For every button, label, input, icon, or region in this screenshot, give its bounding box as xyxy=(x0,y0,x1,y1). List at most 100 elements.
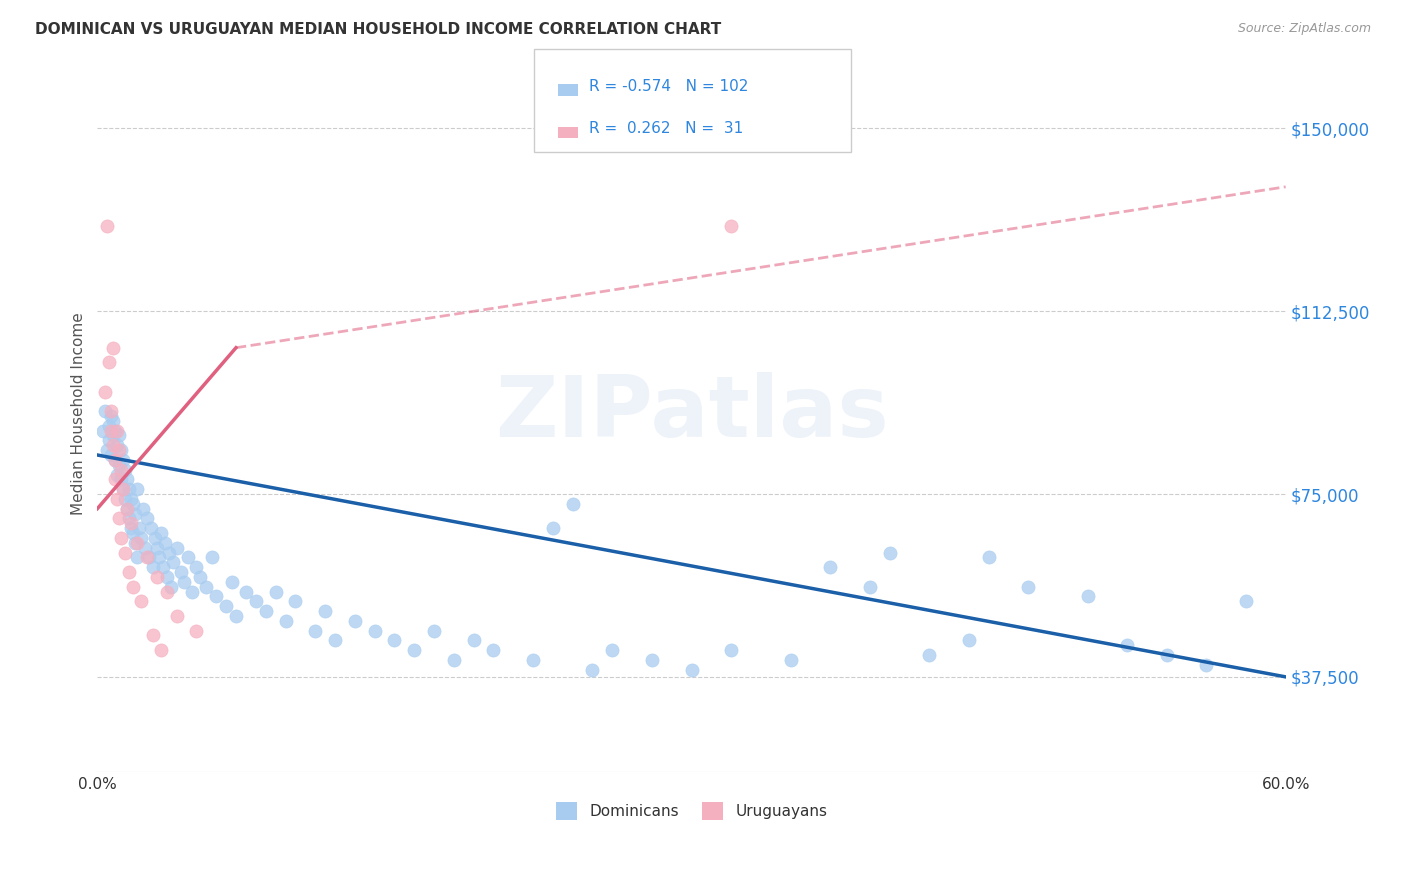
Point xyxy=(149,643,172,657)
Point xyxy=(110,531,132,545)
Point xyxy=(142,628,165,642)
Point xyxy=(112,453,135,467)
Legend: Dominicans, Uruguayans: Dominicans, Uruguayans xyxy=(550,796,834,826)
Point xyxy=(188,570,211,584)
Point xyxy=(104,453,127,467)
Point xyxy=(115,501,138,516)
Point xyxy=(169,565,191,579)
Point xyxy=(105,438,128,452)
Point xyxy=(186,560,208,574)
Point xyxy=(112,482,135,496)
Point xyxy=(149,526,172,541)
Point xyxy=(720,219,742,233)
Point xyxy=(720,643,742,657)
Point xyxy=(443,653,465,667)
Point xyxy=(105,467,128,482)
Point xyxy=(162,555,184,569)
Point xyxy=(205,590,228,604)
Point xyxy=(343,614,366,628)
Point xyxy=(541,521,564,535)
Point xyxy=(423,624,446,638)
Point xyxy=(1077,590,1099,604)
Point xyxy=(138,550,160,565)
Point xyxy=(600,643,623,657)
Point xyxy=(124,535,146,549)
Point xyxy=(98,434,121,448)
Point xyxy=(129,531,152,545)
Point xyxy=(681,663,703,677)
Point xyxy=(110,472,132,486)
Point xyxy=(977,550,1000,565)
Point xyxy=(120,491,142,506)
Point xyxy=(105,424,128,438)
Point xyxy=(125,482,148,496)
Point xyxy=(879,545,901,559)
Point xyxy=(132,501,155,516)
Point xyxy=(120,516,142,531)
Point xyxy=(94,404,117,418)
Point xyxy=(104,472,127,486)
Point xyxy=(581,663,603,677)
Point xyxy=(143,531,166,545)
Point xyxy=(159,580,181,594)
Point xyxy=(135,511,157,525)
Point xyxy=(122,580,145,594)
Point xyxy=(139,521,162,535)
Point xyxy=(108,458,131,472)
Point xyxy=(274,614,297,628)
Point xyxy=(177,550,200,565)
Point xyxy=(1116,638,1139,652)
Point xyxy=(115,472,138,486)
Point xyxy=(195,580,218,594)
Point xyxy=(245,594,267,608)
Point xyxy=(122,526,145,541)
Text: ZIPatlas: ZIPatlas xyxy=(495,372,889,455)
Point xyxy=(104,424,127,438)
Point xyxy=(105,491,128,506)
Point xyxy=(859,580,882,594)
Point xyxy=(100,424,122,438)
Point xyxy=(157,545,180,559)
Point xyxy=(108,428,131,442)
Point xyxy=(125,535,148,549)
Point xyxy=(1017,580,1039,594)
Point xyxy=(225,608,247,623)
Point xyxy=(152,560,174,574)
Point xyxy=(173,574,195,589)
Point xyxy=(181,584,204,599)
Point xyxy=(128,521,150,535)
Point xyxy=(114,491,136,506)
Point xyxy=(264,584,287,599)
Point xyxy=(103,341,125,355)
Point xyxy=(779,653,801,667)
Text: Source: ZipAtlas.com: Source: ZipAtlas.com xyxy=(1237,22,1371,36)
Text: R = -0.574   N = 102: R = -0.574 N = 102 xyxy=(589,78,748,94)
Point xyxy=(221,574,243,589)
Point xyxy=(156,570,179,584)
Point xyxy=(118,565,141,579)
Point xyxy=(100,409,122,423)
Point xyxy=(215,599,238,614)
Point xyxy=(957,633,980,648)
Point xyxy=(108,511,131,525)
Point xyxy=(363,624,385,638)
Point xyxy=(91,424,114,438)
Point xyxy=(118,511,141,525)
Point xyxy=(142,560,165,574)
Point xyxy=(108,443,131,458)
Point xyxy=(103,438,125,452)
Point xyxy=(186,624,208,638)
Point xyxy=(100,448,122,462)
Point xyxy=(115,501,138,516)
Point xyxy=(156,584,179,599)
Point xyxy=(100,404,122,418)
Point xyxy=(1156,648,1178,662)
Point xyxy=(118,482,141,496)
Point xyxy=(96,443,118,458)
Point xyxy=(122,497,145,511)
Point xyxy=(110,462,132,476)
Point xyxy=(235,584,257,599)
Point xyxy=(103,414,125,428)
Point xyxy=(98,418,121,433)
Point xyxy=(153,535,176,549)
